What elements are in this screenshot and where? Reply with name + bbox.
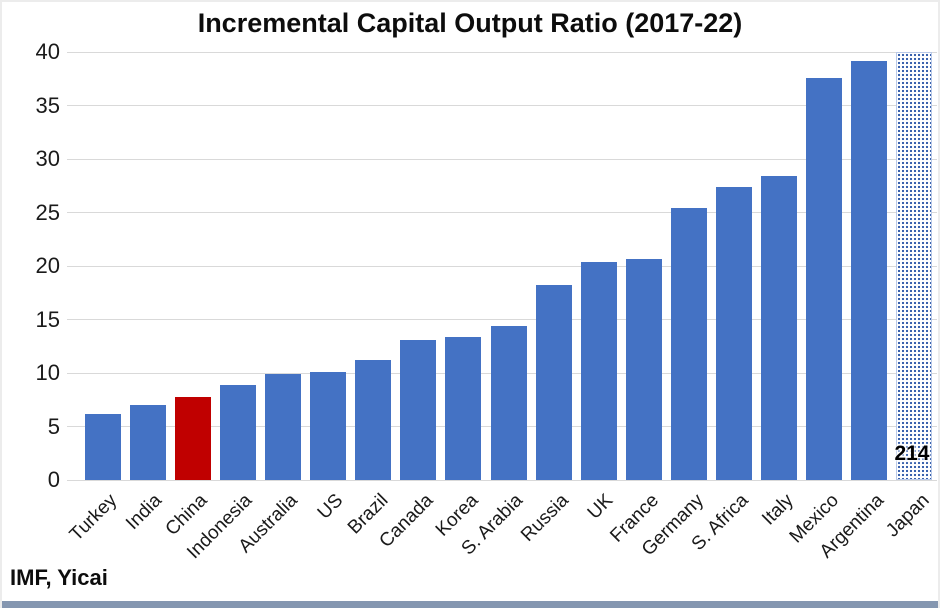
- y-tick-label-0: 0: [47, 467, 60, 492]
- bar-uk: [580, 261, 617, 480]
- bar-us: [310, 371, 347, 480]
- x-tick-label-japan: Japan: [881, 490, 934, 542]
- y-tick-label-25: 25: [35, 199, 60, 225]
- bar-turkey: [84, 413, 121, 480]
- y-tick-label-5: 5: [47, 413, 60, 439]
- gridline-y15: [67, 319, 937, 320]
- y-tick-label-15: 15: [35, 306, 60, 332]
- bar-china: [174, 396, 211, 480]
- y-tick-label-35: 35: [35, 92, 60, 118]
- bar-japan: [896, 52, 933, 480]
- x-tick-label-uk: UK: [584, 490, 618, 524]
- x-tick-label-turkey: Turkey: [65, 490, 122, 546]
- chart-title: Incremental Capital Output Ratio (2017-2…: [197, 8, 743, 38]
- bar-france: [625, 258, 662, 480]
- y-tick-label-40: 40: [35, 39, 60, 64]
- y-tick-label-30: 30: [35, 146, 60, 171]
- bar-s-africa: [716, 186, 753, 480]
- bar-korea: [445, 336, 482, 480]
- x-tick-label-india: India: [122, 490, 167, 534]
- gridline-y35: [67, 105, 937, 106]
- x-tick-label-us: US: [313, 490, 347, 524]
- y-tick-label-20: 20: [35, 253, 60, 278]
- bar-mexico: [806, 77, 843, 480]
- bottom-accent-strip: [2, 601, 938, 608]
- bar-brazil: [355, 360, 392, 480]
- gridline-y25: [67, 212, 937, 213]
- bar-russia: [535, 285, 572, 480]
- y-tick-label-10: 10: [35, 360, 60, 385]
- bar-italy: [761, 176, 798, 480]
- gridline-y20: [67, 265, 937, 267]
- bar-s-arabia: [490, 325, 527, 480]
- bar-australia: [264, 374, 301, 480]
- bar-data-label-japan: 214: [894, 442, 930, 465]
- bar-argentina: [851, 60, 888, 480]
- plot-area: 214: [67, 51, 937, 481]
- gridline-y30: [67, 158, 937, 160]
- gridline-y40: [67, 51, 937, 53]
- gridline-y0: [67, 479, 937, 481]
- x-tick-label-russia: Russia: [516, 490, 573, 546]
- source-label: IMF, Yicai: [10, 565, 108, 590]
- bar-indonesia: [219, 384, 256, 480]
- bar-germany: [670, 208, 707, 480]
- bar-india: [129, 405, 166, 480]
- bar-canada: [400, 339, 437, 480]
